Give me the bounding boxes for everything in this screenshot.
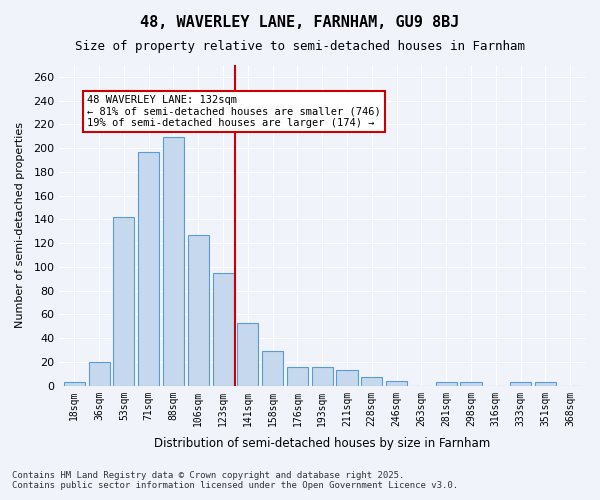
Bar (262, 352, 283, 386)
Bar (510, 382, 531, 386)
Bar (311, 367, 333, 386)
Text: 48, WAVERLEY LANE, FARNHAM, GU9 8BJ: 48, WAVERLEY LANE, FARNHAM, GU9 8BJ (140, 15, 460, 30)
Bar (535, 382, 556, 386)
Bar (163, 138, 184, 386)
Text: Contains HM Land Registry data © Crown copyright and database right 2025.
Contai: Contains HM Land Registry data © Crown c… (12, 470, 458, 490)
Bar (361, 378, 382, 386)
Bar (287, 367, 308, 386)
Bar (64, 382, 85, 386)
Text: Size of property relative to semi-detached houses in Farnham: Size of property relative to semi-detach… (75, 40, 525, 53)
Y-axis label: Number of semi-detached properties: Number of semi-detached properties (15, 122, 25, 328)
Bar (89, 362, 110, 386)
Bar (212, 273, 233, 386)
X-axis label: Distribution of semi-detached houses by size in Farnham: Distribution of semi-detached houses by … (154, 437, 490, 450)
Bar (436, 382, 457, 386)
Text: 48 WAVERLEY LANE: 132sqm
← 81% of semi-detached houses are smaller (746)
19% of : 48 WAVERLEY LANE: 132sqm ← 81% of semi-d… (87, 94, 380, 128)
Bar (138, 152, 159, 386)
Bar (386, 381, 407, 386)
Bar (337, 370, 358, 386)
Bar (188, 235, 209, 386)
Bar (113, 217, 134, 386)
Bar (460, 382, 482, 386)
Bar (238, 323, 259, 386)
